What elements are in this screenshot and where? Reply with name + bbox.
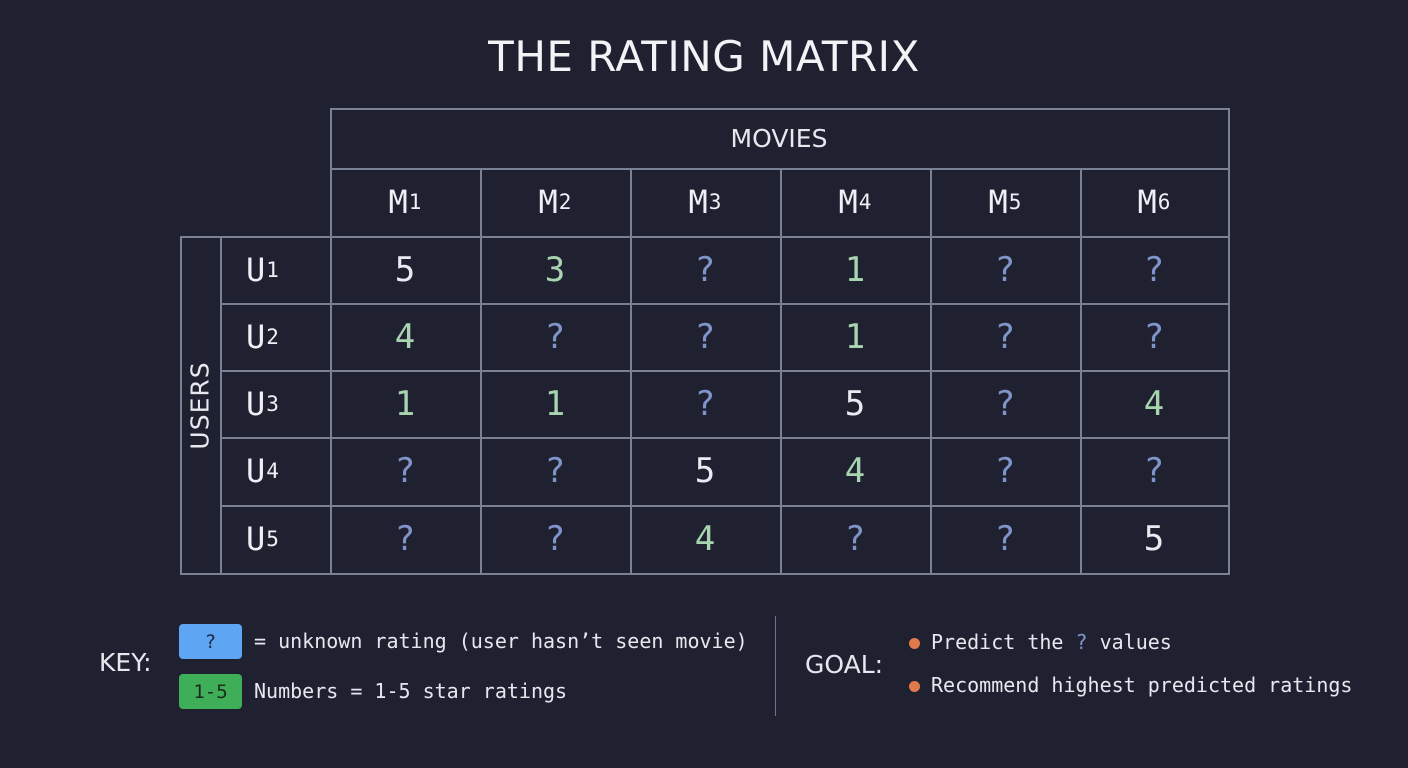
rating-cell: 5	[394, 249, 416, 290]
unknown-rating-cell: ?	[994, 383, 1016, 424]
rating-cell: 5	[844, 383, 866, 424]
divider	[775, 616, 776, 716]
movies-axis-label: MOVIES	[730, 123, 828, 153]
unknown-rating-cell: ?	[544, 451, 566, 491]
unknown-rating-cell: ?	[544, 316, 566, 357]
rating-cell: 4	[694, 519, 716, 559]
known-key-text: Numbers = 1-5 star ratings	[254, 679, 568, 703]
unknown-key-text: = unknown rating (user hasn’t seen movie…	[254, 629, 748, 653]
rating-cell: 4	[394, 316, 416, 357]
unknown-rating-cell: ?	[394, 519, 416, 559]
rating-cell: 5	[694, 451, 716, 491]
rating-cell: 1	[544, 383, 566, 424]
unknown-rating-cell: ?	[1143, 249, 1165, 290]
unknown-rating-cell: ?	[394, 451, 416, 491]
unknown-rating-cell: ?	[544, 519, 566, 559]
goal-label: GOAL:	[805, 650, 884, 679]
grid-line	[330, 108, 1230, 110]
unknown-rating-cell: ?	[994, 249, 1016, 290]
rating-cell: 4	[844, 451, 866, 491]
bullet-icon	[909, 681, 920, 692]
unknown-rating-cell: ?	[1143, 451, 1165, 491]
unknown-rating-cell: ?	[844, 519, 866, 559]
users-axis-label-box: USERS	[180, 236, 220, 574]
rating-cell: 1	[394, 383, 416, 424]
grid-line	[220, 505, 1230, 507]
grid-line	[1228, 108, 1230, 575]
goal-item-predict: Predict the ? values	[931, 630, 1172, 654]
key-label: KEY:	[99, 648, 152, 677]
goal-item-predict-tail: values	[1099, 630, 1172, 654]
grid-line	[220, 370, 1230, 372]
goal-item-recommend: Recommend highest predicted ratings	[931, 673, 1353, 697]
rating-cell: 1	[844, 316, 866, 357]
rating-cell: 1	[844, 249, 866, 290]
known-swatch: 1-5	[179, 674, 242, 709]
unknown-swatch: ?	[179, 624, 242, 659]
grid-line	[220, 303, 1230, 305]
goal-unknown-mark: ?	[1075, 630, 1088, 654]
goal-item-predict-text: Predict the	[931, 630, 1064, 654]
unknown-rating-cell: ?	[694, 383, 716, 424]
grid-line	[330, 108, 332, 575]
grid-line	[180, 236, 1230, 238]
unknown-rating-cell: ?	[694, 316, 716, 357]
grid-line	[220, 236, 222, 575]
unknown-rating-cell: ?	[994, 316, 1016, 357]
grid-line	[180, 236, 182, 575]
grid-line	[180, 573, 1230, 575]
users-axis-label: USERS	[185, 360, 215, 450]
rating-cell: 4	[1143, 383, 1165, 424]
rating-cell: 3	[544, 249, 566, 290]
unknown-rating-cell: ?	[994, 519, 1016, 559]
rating-cell: 5	[1143, 519, 1165, 559]
grid-line	[220, 437, 1230, 439]
unknown-rating-cell: ?	[694, 249, 716, 290]
unknown-rating-cell: ?	[994, 451, 1016, 491]
page-title: THE RATING MATRIX	[488, 32, 920, 81]
unknown-rating-cell: ?	[1143, 316, 1165, 357]
bullet-icon	[909, 638, 920, 649]
